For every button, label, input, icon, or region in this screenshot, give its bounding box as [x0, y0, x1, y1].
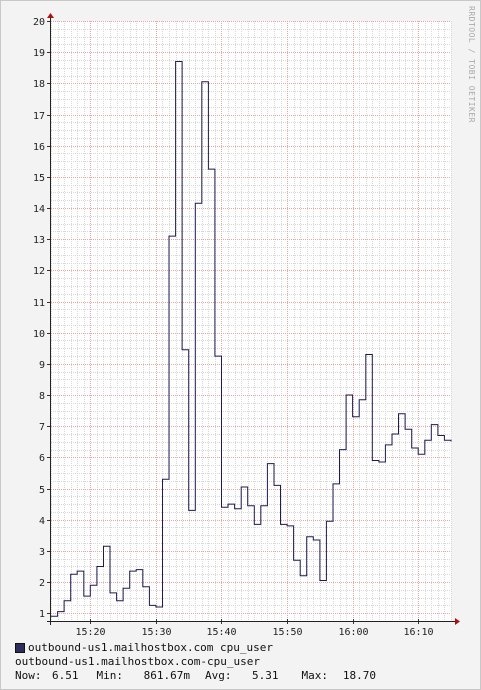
- series-line: [51, 61, 452, 617]
- avg-value: 5.31: [252, 669, 279, 682]
- x-tick-label: 16:10: [403, 627, 433, 638]
- y-tick-label: 6: [39, 453, 45, 464]
- y-tick-label: 12: [33, 266, 45, 277]
- y-tick-label: 20: [33, 17, 45, 28]
- x-tick-label: 15:40: [206, 627, 236, 638]
- y-tick-label: 2: [39, 578, 45, 589]
- y-tick-label: 9: [39, 360, 45, 371]
- avg-label: Avg:: [205, 669, 232, 682]
- x-tick-label: 15:50: [272, 627, 302, 638]
- now-value: 6.51: [52, 669, 79, 682]
- y-tick-label: 11: [33, 298, 45, 309]
- y-tick-label: 7: [39, 422, 45, 433]
- legend-title: outbound-us1.mailhostbox.com cpu_user: [28, 641, 274, 654]
- y-tick-label: 18: [33, 79, 45, 90]
- y-tick-label: 14: [33, 204, 45, 215]
- max-value: 18.70: [342, 669, 376, 682]
- max-label: Max:: [301, 669, 329, 682]
- y-tick-label: 8: [39, 391, 45, 402]
- legend-stats: Now: 6.51 Min: 861.67m Avg: 5.31 Max: 18.70: [15, 669, 376, 682]
- x-axis-arrow-icon: [455, 618, 460, 625]
- y-tick-label: 16: [33, 142, 45, 153]
- legend-swatch: [15, 643, 25, 653]
- y-tick-label: 5: [39, 485, 45, 496]
- min-value: 861.67m: [143, 669, 190, 682]
- now-label: Now:: [15, 669, 42, 682]
- y-tick-label: 3: [39, 547, 45, 558]
- major-grid: [51, 21, 451, 621]
- watermark: RRDTOOL / TOBI OETIKER: [467, 6, 476, 123]
- y-tick-label: 15: [33, 173, 45, 184]
- x-tick-label: 15:30: [141, 627, 171, 638]
- x-tick-label: 16:00: [338, 627, 368, 638]
- y-tick-label: 19: [33, 48, 45, 59]
- y-tick-label: 1: [39, 609, 45, 620]
- min-label: Min:: [96, 669, 124, 682]
- y-tick-label: 4: [39, 516, 45, 527]
- x-tick-label: 15:20: [75, 627, 105, 638]
- y-tick-label: 17: [33, 111, 45, 122]
- y-tick-label: 13: [33, 235, 45, 246]
- legend-series-name: outbound-us1.mailhostbox.com-cpu_user: [15, 655, 261, 668]
- y-axis-arrow-icon: [47, 13, 54, 18]
- y-tick-label: 10: [33, 329, 45, 340]
